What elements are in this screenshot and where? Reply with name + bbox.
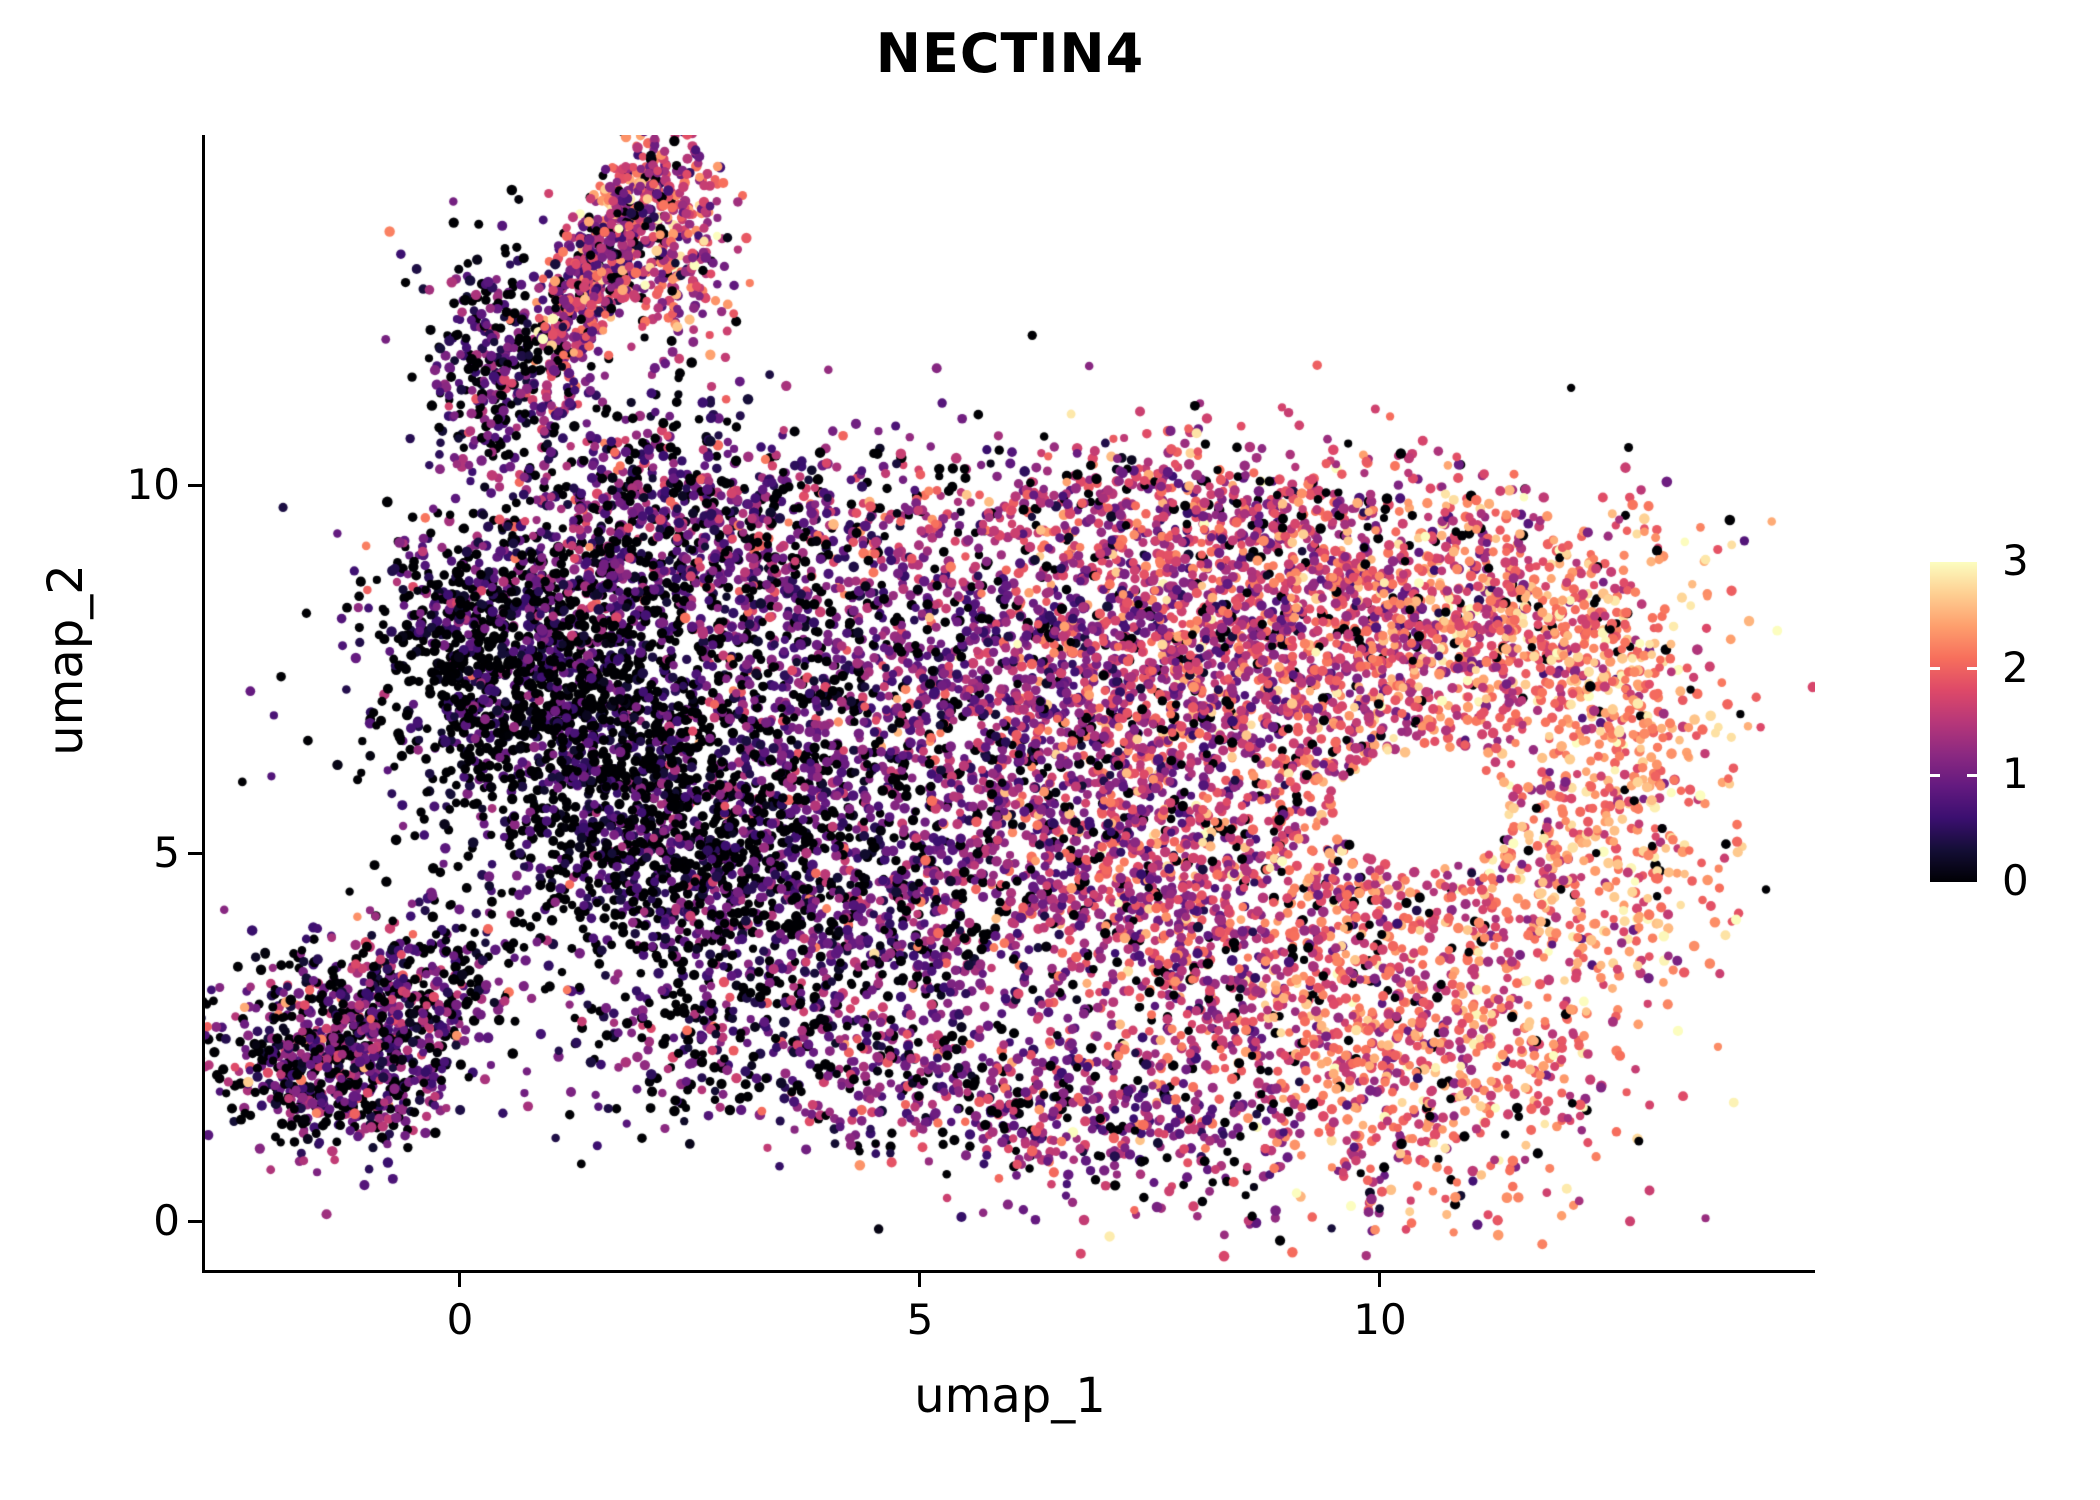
colorbar-tick-2-right [1967, 667, 1977, 670]
y-tick-label-5: 5 [153, 828, 180, 877]
colorbar-label-0: 0 [2002, 856, 2029, 905]
colorbar-tick-1-left [1930, 774, 1940, 777]
y-axis-title: umap_2 [38, 564, 94, 756]
colorbar-label-1: 1 [2002, 749, 2029, 798]
y-tick-label-10: 10 [126, 460, 180, 509]
colorbar-legend [1930, 562, 1977, 882]
colorbar-gradient [1930, 562, 1977, 882]
y-axis-line [202, 135, 205, 1273]
x-tick-label-5: 5 [906, 1295, 934, 1344]
colorbar-tick-2-left [1930, 667, 1940, 670]
scatter-canvas [205, 135, 1815, 1270]
colorbar-label-2: 2 [2002, 643, 2029, 692]
y-tick-10 [188, 484, 202, 487]
chart-title: NECTIN4 [875, 22, 1145, 85]
y-tick-0 [188, 1220, 202, 1223]
x-tick-10 [1378, 1273, 1381, 1287]
x-tick-label-0: 0 [446, 1295, 474, 1344]
colorbar-tick-1-right [1967, 774, 1977, 777]
colorbar-label-3: 3 [2002, 536, 2029, 585]
plot-area [205, 135, 1815, 1270]
x-tick-0 [458, 1273, 461, 1287]
x-axis-line [202, 1270, 1815, 1273]
y-tick-5 [188, 852, 202, 855]
x-tick-label-10: 10 [1353, 1295, 1407, 1344]
x-tick-5 [918, 1273, 921, 1287]
y-tick-label-0: 0 [153, 1196, 180, 1245]
x-axis-title: umap_1 [914, 1368, 1106, 1424]
